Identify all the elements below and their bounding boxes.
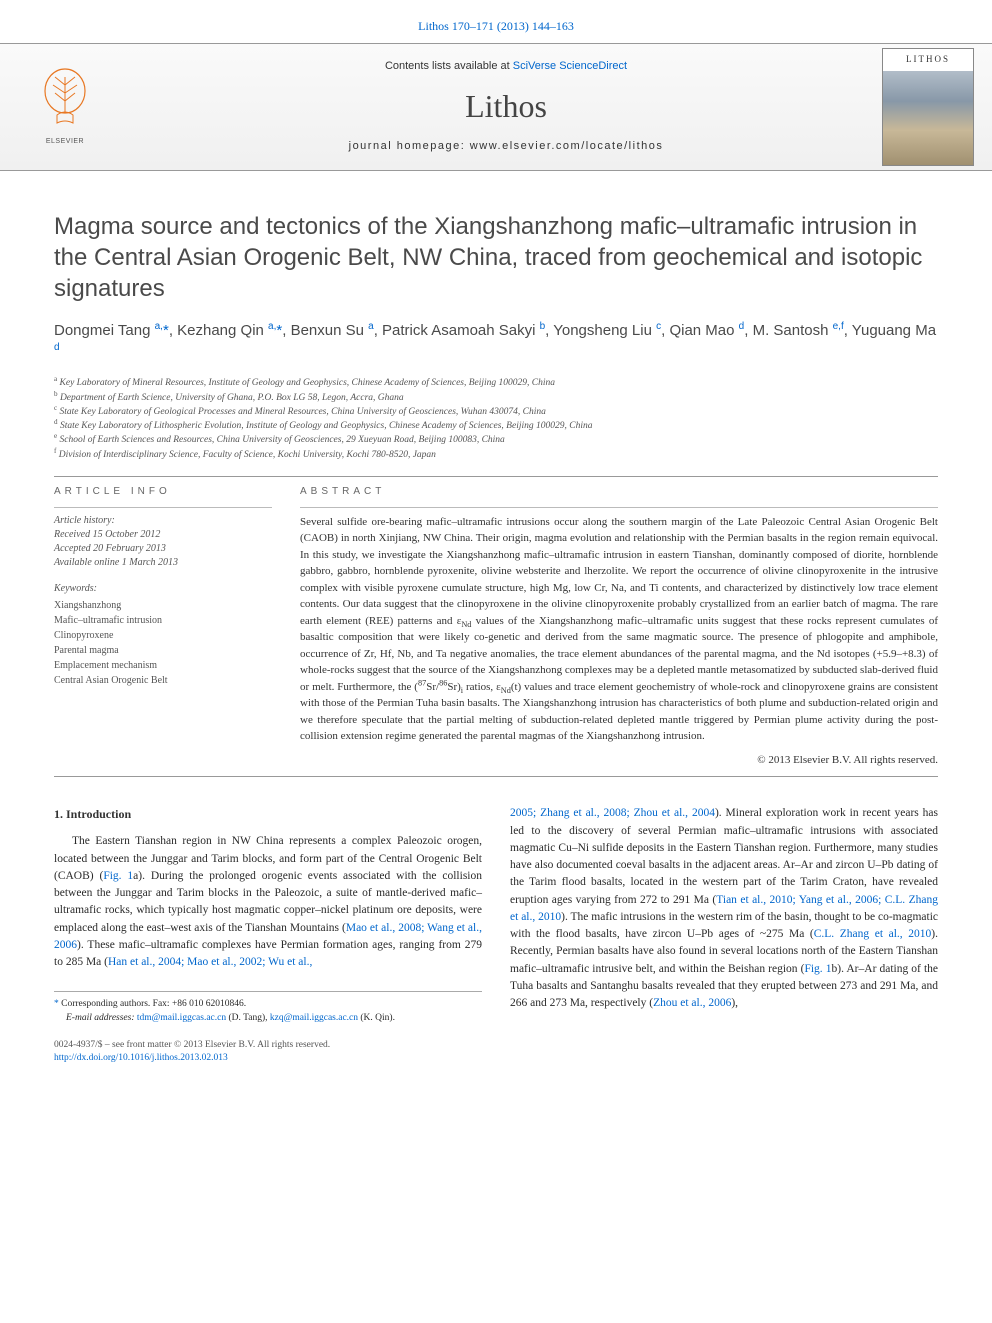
corresp-text: Corresponding authors. Fax: +86 010 6201…: [61, 999, 246, 1009]
header-citation-link[interactable]: Lithos 170–171 (2013) 144–163: [418, 19, 574, 33]
abstract-label: abstract: [300, 485, 938, 499]
abstract-divider: [300, 507, 938, 508]
authors-list: Dongmei Tang a,*, Kezhang Qin a,*, Benxu…: [54, 320, 938, 362]
doi-link[interactable]: http://dx.doi.org/10.1016/j.lithos.2013.…: [54, 1053, 228, 1063]
sciencedirect-link[interactable]: SciVerse ScienceDirect: [513, 60, 627, 72]
keyword-item: Clinopyroxene: [54, 628, 272, 643]
history-label: Article history:: [54, 514, 272, 528]
issn-line: 0024-4937/$ – see front matter © 2013 El…: [54, 1039, 938, 1052]
cover-title: LITHOS: [883, 53, 973, 66]
elsevier-logo-text: ELSEVIER: [46, 137, 84, 147]
keywords-list: XiangshanzhongMafic–ultramafic intrusion…: [54, 598, 272, 688]
affiliation-item: c State Key Laboratory of Geological Pro…: [54, 405, 938, 419]
body-two-column: 1. Introduction The Eastern Tianshan reg…: [54, 805, 938, 1025]
article-history: Article history: Received 15 October 201…: [54, 514, 272, 570]
journal-homepage: journal homepage: www.elsevier.com/locat…: [130, 139, 882, 154]
keywords-label: Keywords:: [54, 582, 272, 596]
info-divider: [54, 507, 272, 508]
history-online: Available online 1 March 2013: [54, 556, 272, 570]
contents-available-line: Contents lists available at SciVerse Sci…: [130, 59, 882, 74]
elsevier-logo: ELSEVIER: [28, 63, 102, 151]
article-info-label: article info: [54, 485, 272, 499]
email-addresses: tdm@mail.iggcas.ac.cn (D. Tang), kzq@mai…: [137, 1013, 395, 1023]
keyword-item: Central Asian Orogenic Belt: [54, 673, 272, 688]
journal-cover-thumbnail: LITHOS: [882, 48, 974, 166]
journal-title: Lithos: [130, 84, 882, 129]
abstract-column: abstract Several sulfide ore-bearing maf…: [300, 485, 938, 768]
contents-prefix: Contents lists available at: [385, 60, 513, 72]
intro-paragraph-2: 2005; Zhang et al., 2008; Zhou et al., 2…: [510, 805, 938, 1012]
keyword-item: Mafic–ultramafic intrusion: [54, 613, 272, 628]
body-column-left: 1. Introduction The Eastern Tianshan reg…: [54, 805, 482, 1025]
divider-top: [54, 476, 938, 477]
corresponding-author-note: * Corresponding authors. Fax: +86 010 62…: [54, 998, 482, 1011]
keyword-item: Xiangshanzhong: [54, 598, 272, 613]
copyright-line: © 2013 Elsevier B.V. All rights reserved…: [300, 753, 938, 768]
abstract-text: Several sulfide ore-bearing mafic–ultram…: [300, 514, 938, 745]
affiliation-item: b Department of Earth Science, Universit…: [54, 391, 938, 405]
email-label: E-mail addresses:: [66, 1013, 137, 1023]
divider-bottom: [54, 776, 938, 777]
article-title: Magma source and tectonics of the Xiangs…: [54, 211, 938, 305]
journal-header-bar: ELSEVIER Contents lists available at Sci…: [0, 43, 992, 171]
intro-heading: 1. Introduction: [54, 805, 482, 823]
elsevier-tree-icon: [35, 67, 95, 135]
email-note: E-mail addresses: tdm@mail.iggcas.ac.cn …: [54, 1012, 482, 1025]
page-footer: 0024-4937/$ – see front matter © 2013 El…: [54, 1039, 938, 1066]
affiliation-item: d State Key Laboratory of Lithospheric E…: [54, 419, 938, 433]
keyword-item: Parental magma: [54, 643, 272, 658]
affiliation-item: f Division of Interdisciplinary Science,…: [54, 448, 938, 462]
affiliation-item: a Key Laboratory of Mineral Resources, I…: [54, 376, 938, 390]
footnotes: * Corresponding authors. Fax: +86 010 62…: [54, 991, 482, 1025]
header-citation: Lithos 170–171 (2013) 144–163: [0, 0, 992, 43]
intro-paragraph-1: The Eastern Tianshan region in NW China …: [54, 833, 482, 971]
body-column-right: 2005; Zhang et al., 2008; Zhou et al., 2…: [510, 805, 938, 1025]
history-received: Received 15 October 2012: [54, 528, 272, 542]
affiliation-item: e School of Earth Sciences and Resources…: [54, 433, 938, 447]
keyword-item: Emplacement mechanism: [54, 658, 272, 673]
article-info-column: article info Article history: Received 1…: [54, 485, 272, 768]
header-center: Contents lists available at SciVerse Sci…: [130, 59, 882, 155]
affiliations-list: a Key Laboratory of Mineral Resources, I…: [54, 376, 938, 462]
history-accepted: Accepted 20 February 2013: [54, 542, 272, 556]
